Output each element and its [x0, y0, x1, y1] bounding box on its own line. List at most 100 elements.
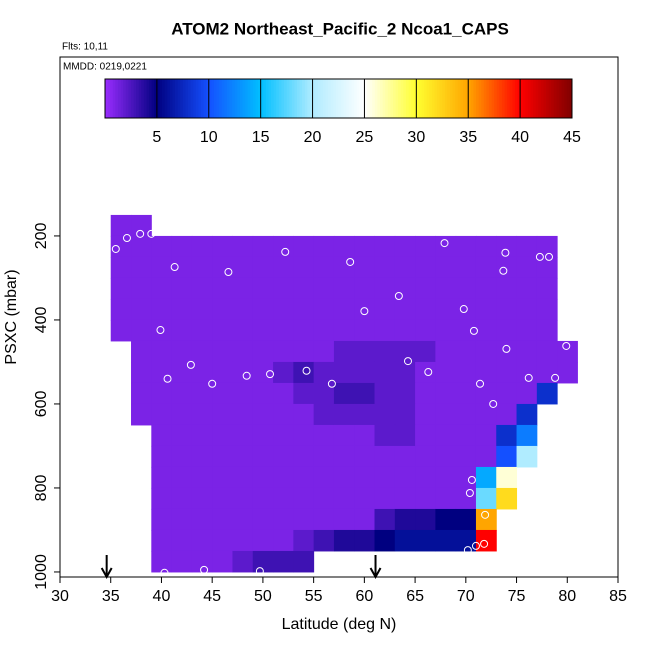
colorbar-swatch [320, 79, 324, 118]
heat-cell [394, 508, 416, 531]
heat-cell [394, 382, 416, 405]
heat-cell [212, 550, 233, 573]
heat-cell [536, 340, 558, 363]
heat-cell [475, 445, 497, 468]
colorbar-swatch [553, 79, 557, 118]
heat-cell [516, 361, 538, 384]
heat-cell [293, 277, 315, 300]
heat-cell [151, 424, 173, 447]
colorbar-swatch [213, 79, 217, 118]
heat-cell [415, 508, 436, 531]
heat-cell [557, 361, 578, 384]
colorbar-swatch [527, 79, 531, 118]
heat-cell [354, 487, 376, 510]
heat-cell [151, 277, 173, 300]
heat-cell [273, 298, 294, 321]
colorbar-swatch [473, 79, 477, 118]
heat-cell [313, 319, 335, 342]
heat-cell [313, 298, 335, 321]
heat-cell [415, 529, 436, 552]
heat-cell [475, 487, 497, 510]
heat-cell [273, 361, 294, 384]
heat-cell [475, 340, 497, 363]
heat-cell [496, 361, 518, 384]
x-tick-label: 50 [254, 588, 272, 605]
heat-cell [232, 403, 254, 426]
heat-cell [293, 403, 315, 426]
colorbar-swatch [273, 79, 277, 118]
heat-cell [252, 487, 274, 510]
heat-cell [374, 235, 396, 258]
heat-cell [131, 256, 152, 279]
colorbar-swatch [276, 79, 280, 118]
colorbar-swatch [302, 79, 306, 118]
heat-cell [333, 361, 355, 384]
heat-cell [171, 277, 193, 300]
heat-cell [394, 319, 416, 342]
colorbar-swatch [405, 79, 409, 118]
heat-cell [435, 403, 457, 426]
observation-point [170, 263, 179, 272]
colorbar-swatch [569, 79, 573, 118]
heat-cell [171, 298, 193, 321]
colorbar-swatch [190, 79, 194, 118]
heat-cell [131, 403, 152, 426]
heat-cell [293, 466, 315, 489]
heat-cell [293, 298, 315, 321]
heat-cell [131, 277, 152, 300]
colorbar-swatch [470, 79, 474, 118]
colorbar-swatch [164, 79, 168, 118]
colorbar-tick-label: 25 [356, 129, 374, 146]
colorbar-swatch [501, 79, 505, 118]
y-tick-label: 1000 [33, 554, 50, 590]
observation-point [163, 374, 172, 383]
heat-cell [455, 319, 477, 342]
colorbar-swatch [367, 79, 371, 118]
heat-cell [354, 508, 376, 531]
heat-cell [252, 298, 274, 321]
heat-cell [333, 529, 355, 552]
heat-cell [131, 214, 152, 237]
heat-cell [415, 277, 436, 300]
colorbar-swatch [224, 79, 228, 118]
heat-cell [435, 529, 457, 552]
heat-cell [475, 277, 497, 300]
heat-cell [333, 508, 355, 531]
colorbar-swatch [408, 79, 412, 118]
heat-cell [333, 235, 355, 258]
y-tick-label: 800 [33, 475, 50, 502]
heat-cell [131, 298, 152, 321]
heat-cell [232, 508, 254, 531]
observation-point [562, 341, 571, 350]
heat-cell [252, 550, 274, 573]
observation-point [481, 510, 490, 519]
heat-cell [354, 403, 376, 426]
heat-cell [455, 445, 477, 468]
colorbar-swatch [468, 79, 472, 118]
heat-cell [435, 319, 457, 342]
heat-cell [232, 487, 254, 510]
observation-point [281, 247, 290, 256]
heat-cell [394, 235, 416, 258]
heat-cell [516, 298, 538, 321]
heat-cell [333, 424, 355, 447]
colorbar-swatch [346, 79, 350, 118]
colorbar-swatch [377, 79, 381, 118]
heat-cell [394, 361, 416, 384]
heat-cell [496, 382, 518, 405]
colorbar-swatch [543, 79, 547, 118]
colorbar-swatch [255, 79, 259, 118]
colorbar-swatch [180, 79, 184, 118]
colorbar-swatch [522, 79, 526, 118]
colorbar-swatch [486, 79, 490, 118]
observation-point [156, 326, 165, 335]
heat-cell [374, 340, 396, 363]
colorbar-swatch [232, 79, 236, 118]
heat-cell [374, 445, 396, 468]
heat-cell [496, 424, 518, 447]
heat-cell [212, 319, 233, 342]
heat-cell [435, 361, 457, 384]
heat-cell [455, 529, 477, 552]
heat-cell [313, 424, 335, 447]
colorbar-swatch [110, 79, 114, 118]
